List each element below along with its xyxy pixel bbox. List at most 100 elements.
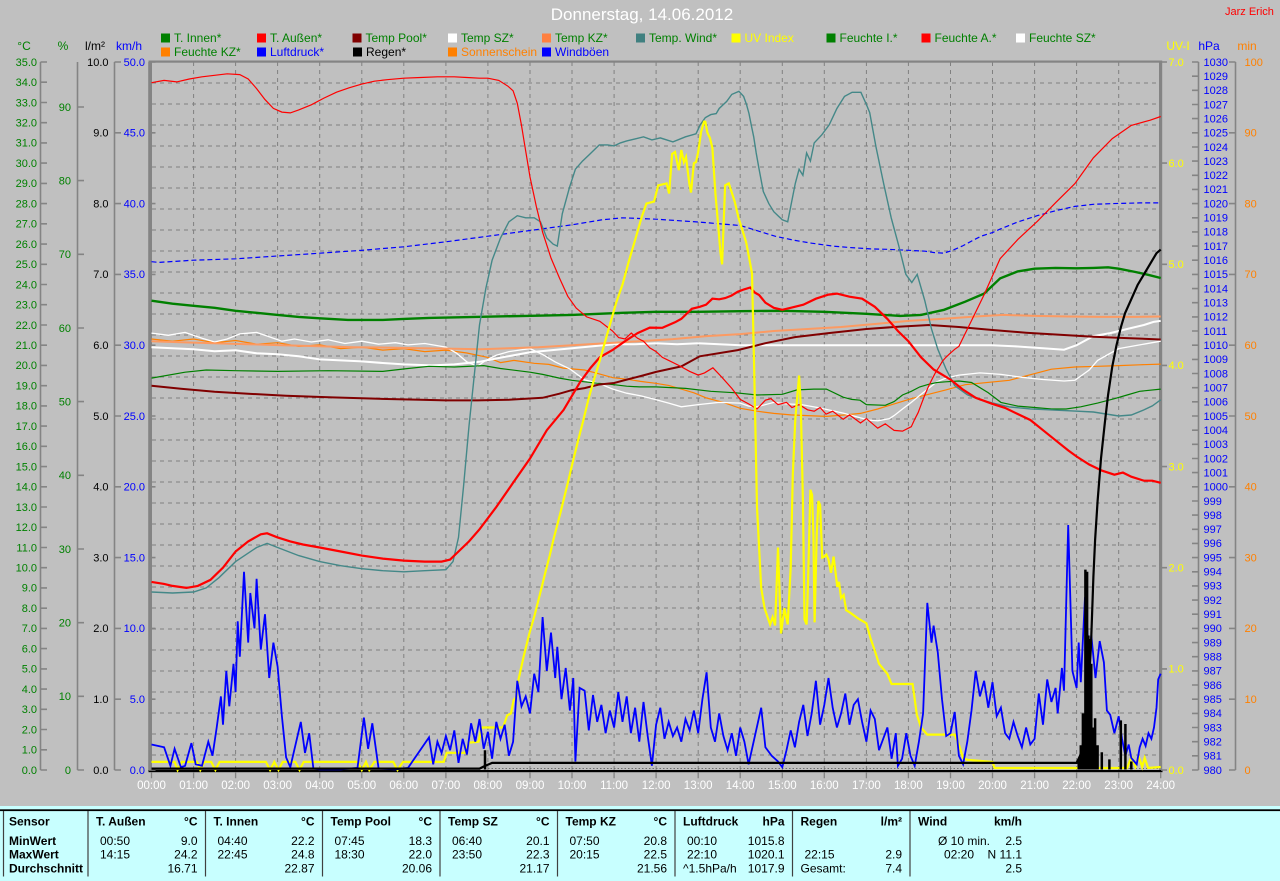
svg-text:UV Index: UV Index	[745, 31, 794, 45]
svg-text:T. Außen*: T. Außen*	[270, 31, 322, 45]
svg-text:24.2: 24.2	[174, 848, 198, 862]
svg-text:21.0: 21.0	[16, 340, 37, 352]
svg-text:993: 993	[1204, 581, 1222, 593]
svg-text:hPa: hPa	[1198, 39, 1220, 53]
svg-text:1002: 1002	[1204, 453, 1228, 465]
svg-text:20.0: 20.0	[124, 482, 145, 494]
svg-text:9.0: 9.0	[22, 583, 37, 595]
svg-text:Durchschnitt: Durchschnitt	[9, 862, 83, 876]
svg-text:45.0: 45.0	[124, 128, 145, 140]
svg-text:15.0: 15.0	[16, 461, 37, 473]
svg-text:24:00: 24:00	[1146, 780, 1175, 792]
svg-text:16.71: 16.71	[167, 862, 197, 876]
svg-text:1009: 1009	[1204, 354, 1228, 366]
svg-text:980: 980	[1204, 765, 1222, 777]
svg-text:Sensor: Sensor	[9, 815, 50, 829]
svg-text:1008: 1008	[1204, 368, 1228, 380]
svg-text:994: 994	[1204, 567, 1222, 579]
svg-text:50: 50	[1245, 411, 1257, 423]
svg-text:32.0: 32.0	[16, 118, 37, 130]
svg-text:17:00: 17:00	[852, 780, 881, 792]
svg-text:07:00: 07:00	[432, 780, 461, 792]
svg-text:5.0: 5.0	[22, 664, 37, 676]
svg-text:22.5: 22.5	[644, 848, 668, 862]
svg-text:34.0: 34.0	[16, 77, 37, 89]
svg-text:hPa: hPa	[762, 815, 784, 829]
svg-text:80: 80	[59, 175, 71, 187]
svg-text:1010: 1010	[1204, 340, 1228, 352]
svg-text:%: %	[58, 39, 69, 53]
svg-text:Regen*: Regen*	[366, 45, 406, 59]
svg-text:2.0: 2.0	[93, 623, 108, 635]
svg-text:4.0: 4.0	[22, 684, 37, 696]
svg-text:22:10: 22:10	[687, 848, 717, 862]
svg-text:2.5: 2.5	[1005, 834, 1022, 848]
svg-text:0: 0	[65, 765, 71, 777]
svg-text:23:50: 23:50	[452, 848, 482, 862]
svg-text:l/m²: l/m²	[881, 815, 902, 829]
svg-text:996: 996	[1204, 538, 1222, 550]
svg-text:Luftdruck: Luftdruck	[683, 815, 739, 829]
svg-text:1001: 1001	[1204, 467, 1228, 479]
svg-text:1025: 1025	[1204, 128, 1228, 140]
svg-text:1000: 1000	[1204, 482, 1228, 494]
svg-text:1.0: 1.0	[1169, 664, 1184, 676]
svg-text:6.0: 6.0	[93, 340, 108, 352]
svg-text:22.0: 22.0	[16, 320, 37, 332]
svg-text:1026: 1026	[1204, 113, 1228, 125]
svg-text:6.0: 6.0	[22, 643, 37, 655]
svg-text:1011: 1011	[1204, 326, 1228, 338]
svg-text:1014: 1014	[1204, 283, 1228, 295]
svg-text:2.9: 2.9	[885, 848, 902, 862]
svg-text:22:45: 22:45	[217, 848, 247, 862]
svg-text:995: 995	[1204, 552, 1222, 564]
svg-text:26.0: 26.0	[16, 239, 37, 251]
svg-text:20.06: 20.06	[402, 862, 432, 876]
svg-text:14:00: 14:00	[726, 780, 755, 792]
svg-text:7.0: 7.0	[93, 269, 108, 281]
svg-text:00:50: 00:50	[100, 834, 130, 848]
svg-text:30.0: 30.0	[124, 340, 145, 352]
svg-text:989: 989	[1204, 637, 1222, 649]
svg-text:Temp KZ: Temp KZ	[566, 815, 616, 829]
svg-text:19:00: 19:00	[936, 780, 965, 792]
svg-text:Temp Pool*: Temp Pool*	[366, 31, 428, 45]
svg-text:7.0: 7.0	[22, 623, 37, 635]
svg-text:Donnerstag, 14.06.2012: Donnerstag, 14.06.2012	[551, 5, 733, 24]
svg-text:1.0: 1.0	[93, 694, 108, 706]
svg-text:°C: °C	[419, 815, 433, 829]
svg-text:1029: 1029	[1204, 71, 1228, 83]
svg-text:6.0: 6.0	[1169, 158, 1184, 170]
svg-text:Wind: Wind	[918, 815, 947, 829]
svg-text:2.0: 2.0	[1169, 563, 1184, 575]
svg-text:27.0: 27.0	[16, 219, 37, 231]
svg-text:l/m²: l/m²	[85, 39, 105, 53]
svg-text:3.0: 3.0	[22, 704, 37, 716]
svg-text:06:40: 06:40	[452, 834, 482, 848]
svg-text:1028: 1028	[1204, 85, 1228, 97]
svg-text:Feuchte A.*: Feuchte A.*	[935, 31, 997, 45]
svg-text:20.0: 20.0	[16, 360, 37, 372]
svg-text:30: 30	[59, 544, 71, 556]
svg-text:70: 70	[59, 249, 71, 261]
svg-text:1030: 1030	[1204, 57, 1228, 69]
svg-text:T. Innen*: T. Innen*	[174, 31, 222, 45]
svg-text:12.0: 12.0	[16, 522, 37, 534]
svg-text:10.0: 10.0	[124, 623, 145, 635]
svg-text:9.0: 9.0	[181, 834, 198, 848]
svg-text:00:00: 00:00	[137, 780, 166, 792]
svg-text:20.1: 20.1	[526, 834, 550, 848]
svg-text:Regen: Regen	[801, 815, 838, 829]
svg-text:987: 987	[1204, 666, 1222, 678]
svg-text:997: 997	[1204, 524, 1222, 536]
svg-text:20: 20	[1245, 623, 1257, 635]
svg-text:23.0: 23.0	[16, 300, 37, 312]
svg-text:10.0: 10.0	[87, 57, 108, 69]
svg-text:982: 982	[1204, 737, 1222, 749]
svg-text:10: 10	[1245, 694, 1257, 706]
svg-text:1023: 1023	[1204, 156, 1228, 168]
svg-text:9.0: 9.0	[93, 128, 108, 140]
svg-text:1017.9: 1017.9	[748, 862, 785, 876]
svg-text:24.0: 24.0	[16, 279, 37, 291]
svg-text:12:00: 12:00	[642, 780, 671, 792]
